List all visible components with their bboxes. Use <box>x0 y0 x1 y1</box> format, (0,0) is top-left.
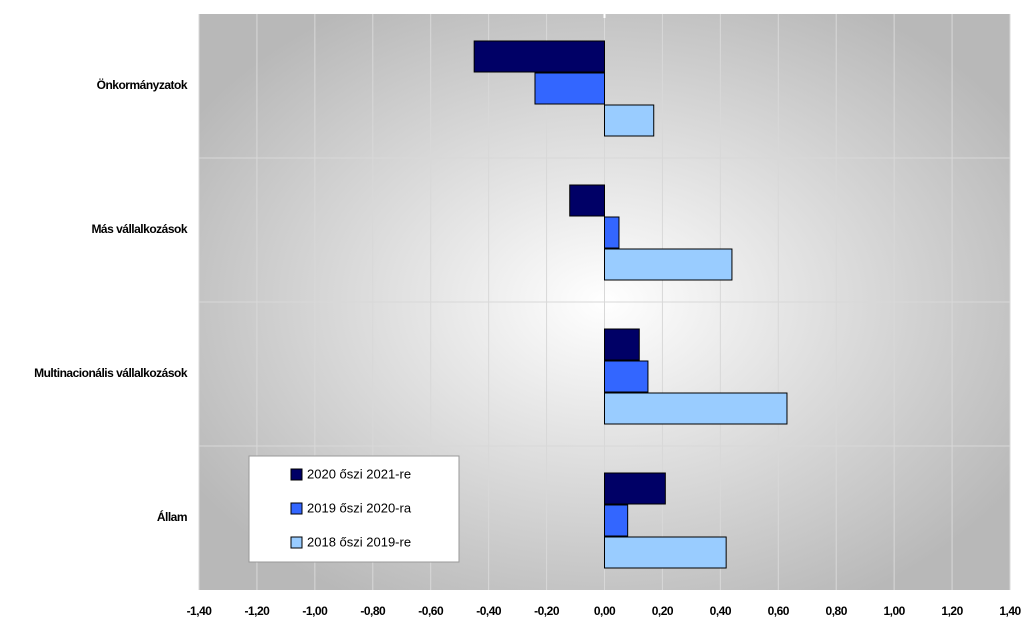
x-tick-label: -0,20 <box>534 604 560 618</box>
legend-label: 2019 őszi 2020-ra <box>307 500 412 515</box>
y-tick-label: Állam <box>157 509 187 524</box>
bar <box>604 104 655 137</box>
y-tick-label: Önkormányzatok <box>97 77 188 92</box>
legend-swatch <box>290 468 303 481</box>
bar <box>604 248 733 281</box>
legend <box>248 455 460 563</box>
bar <box>604 328 640 361</box>
legend-label: 2018 őszi 2019-re <box>307 534 411 549</box>
x-tick-label: 0,60 <box>768 604 790 618</box>
bar <box>604 504 629 537</box>
legend-swatch <box>290 502 303 515</box>
x-tick-label: -0,40 <box>476 604 502 618</box>
x-tick-label: -1,20 <box>244 604 270 618</box>
x-tick-label: 1,00 <box>883 604 905 618</box>
y-tick-label: Multinacionális vállalkozások <box>34 366 188 380</box>
x-tick-label: 1,40 <box>999 604 1021 618</box>
x-tick-label: 0,80 <box>826 604 848 618</box>
x-tick-label: -0,80 <box>360 604 386 618</box>
bar <box>534 72 605 105</box>
bar <box>569 184 605 217</box>
bar <box>604 392 788 425</box>
bar <box>473 40 605 73</box>
x-tick-label: -1,00 <box>302 604 328 618</box>
x-tick-label: 0,00 <box>594 604 616 618</box>
bar <box>604 360 649 393</box>
bar <box>604 472 666 505</box>
x-tick-label: -1,40 <box>187 604 213 618</box>
legend-swatch <box>290 536 303 549</box>
y-tick-label: Más vállalkozások <box>91 222 187 236</box>
bar <box>604 216 620 249</box>
x-tick-label: -0,60 <box>418 604 444 618</box>
x-tick-label: 1,20 <box>941 604 963 618</box>
x-tick-label: 0,20 <box>652 604 674 618</box>
bar <box>604 536 727 569</box>
legend-label: 2020 őszi 2021-re <box>307 466 411 481</box>
x-tick-label: 0,40 <box>710 604 732 618</box>
